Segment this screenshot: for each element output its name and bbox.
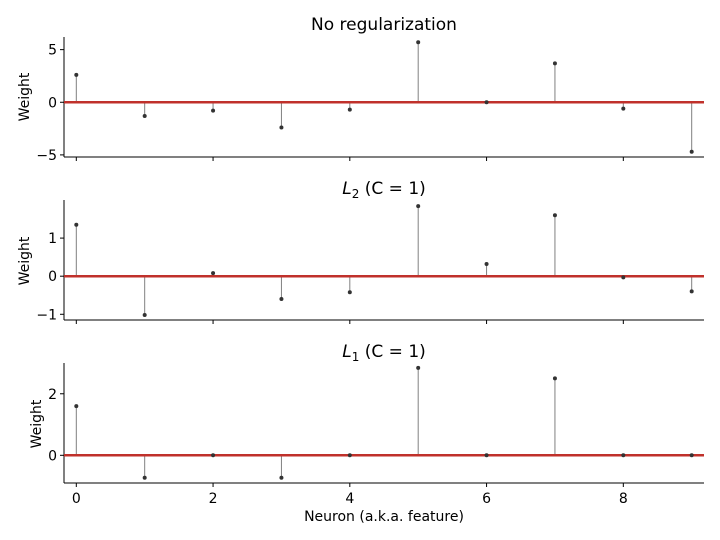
- panel-3-xtick-label: 0: [72, 491, 81, 507]
- panel-1-point: [347, 107, 352, 112]
- panel-2-ylabel: Weight: [17, 236, 33, 285]
- panel-1-point: [74, 72, 79, 77]
- panel-1-point: [552, 61, 557, 66]
- panel-2-point: [552, 213, 557, 218]
- panel-1-point: [279, 125, 284, 130]
- panel-1-ylabel: Weight: [17, 72, 33, 121]
- panel-3-ytick-label: 0: [48, 448, 57, 464]
- panel-2-point: [74, 222, 79, 227]
- panel-1-point: [211, 108, 216, 113]
- panel-3-title: L1 (C = 1): [342, 342, 426, 364]
- panel-2-point: [211, 271, 216, 276]
- panel-3-point: [347, 453, 352, 458]
- panel-3-xtick-label: 6: [482, 491, 491, 507]
- panel-2-ytick-label: 1: [48, 231, 57, 247]
- panel-2-plot: −1 0 1: [36, 200, 704, 324]
- panel-1-ytick-label: 5: [48, 43, 57, 59]
- panel-2-ytick-label: −1: [36, 307, 57, 323]
- panel-3-point: [484, 453, 489, 458]
- panel-1-title: No regularization: [311, 15, 457, 35]
- panel-2-point: [279, 297, 284, 302]
- panel-3-point: [142, 475, 147, 480]
- panel-3-ylabel: Weight: [29, 399, 45, 448]
- panel-3-point: [279, 475, 284, 480]
- panel-3-point: [74, 404, 79, 409]
- x-axis-label: Neuron (a.k.a. feature): [304, 509, 464, 525]
- panel-2-title: L2 (C = 1): [342, 179, 426, 201]
- panel-3-xtick-label: 2: [209, 491, 218, 507]
- panel-3-point: [416, 365, 421, 370]
- panel-1-point: [621, 106, 626, 111]
- panel-1-point: [484, 100, 489, 105]
- panel-1-ytick-label: 0: [48, 95, 57, 111]
- panel-3-ytick-label: 2: [48, 387, 57, 403]
- panel-2-point: [142, 313, 147, 318]
- panel-l1: L1 (C = 1) Weight 0 2 0 2 4 6 8: [29, 342, 704, 507]
- panel-1-plot: −5 0 5: [36, 37, 704, 164]
- panel-3-point: [621, 453, 626, 458]
- panel-2-point: [689, 289, 694, 294]
- panel-3-point: [211, 453, 216, 458]
- panel-l2: L2 (C = 1) Weight −1 0 1: [17, 179, 704, 324]
- panel-2-point: [484, 262, 489, 266]
- panel-1-ytick-label: −5: [36, 148, 57, 164]
- panel-3-xtick-label: 8: [619, 491, 628, 507]
- panel-3-point: [552, 376, 557, 381]
- panel-no-regularization: No regularization Weight −5 0 5: [17, 15, 704, 164]
- panel-3-plot: 0 2 0 2 4 6 8: [48, 363, 704, 507]
- panel-3-xtick-label: 4: [345, 491, 354, 507]
- panel-2-point: [347, 290, 352, 295]
- panel-2-point: [621, 275, 626, 280]
- panel-1-point: [142, 113, 147, 118]
- panel-3-point: [689, 453, 694, 458]
- panel-1-point: [416, 40, 421, 45]
- panel-2-point: [416, 204, 421, 209]
- panel-1-point: [689, 149, 694, 154]
- panel-2-ytick-label: 0: [48, 269, 57, 285]
